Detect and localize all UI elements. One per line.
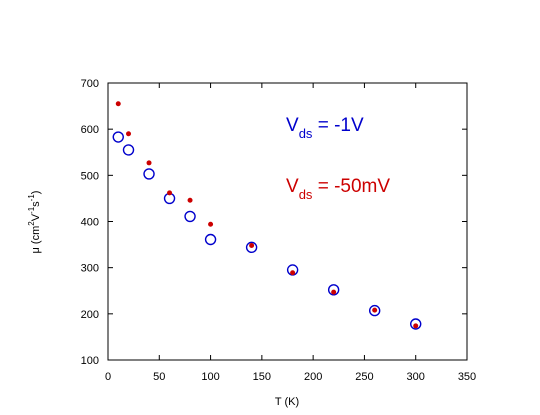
annotation-vds-50mv: Vds = -50mV <box>286 176 390 202</box>
axis-ticks <box>107 82 468 361</box>
point-vds-1v <box>204 233 217 246</box>
y-label-prefix: μ (cm <box>30 226 42 254</box>
point-vds-1v <box>184 210 196 223</box>
x-tick-label-300: 300 <box>407 371 425 383</box>
annotation-1-main: V <box>286 115 299 136</box>
annotation-2-text: = -50mV <box>312 176 390 197</box>
point-vds-50mv <box>290 270 296 276</box>
tick-labels: 0 50 100 150 200 250 300 350 100 200 300 400 500 600 7… <box>81 78 477 383</box>
series-vds-1v <box>112 131 422 330</box>
y-tick-label-700: 700 <box>81 78 99 90</box>
y-tick-label-300: 300 <box>81 263 99 275</box>
y-label-suffix: ) <box>30 191 42 195</box>
point-vds-50mv <box>146 160 152 166</box>
x-tick-label-0: 0 <box>105 371 111 383</box>
y-tick-label-100: 100 <box>81 355 99 367</box>
annotation-1-sub: ds <box>299 126 313 141</box>
y-axis-label: μ (cm2V-1s-1) <box>27 191 42 254</box>
x-tick-label-250: 250 <box>355 371 373 383</box>
x-tick-label-100: 100 <box>201 371 219 383</box>
annotation-vds-1v: Vds = -1V <box>286 115 364 141</box>
annotation-2-main: V <box>286 176 299 197</box>
point-vds-1v <box>368 304 381 317</box>
point-vds-1v <box>410 318 422 330</box>
x-tick-label-200: 200 <box>304 371 322 383</box>
y-label-mid2: s <box>30 201 42 207</box>
point-vds-50mv <box>115 101 121 107</box>
point-vds-1v <box>327 284 340 296</box>
point-vds-50mv <box>208 221 214 227</box>
series-vds-50mv <box>115 101 419 329</box>
x-tick-label-150: 150 <box>253 371 271 383</box>
x-tick-label-350: 350 <box>458 371 476 383</box>
point-vds-1v <box>245 241 258 254</box>
y-tick-label-500: 500 <box>81 170 99 182</box>
point-vds-1v <box>122 144 135 156</box>
point-vds-50mv <box>187 197 193 203</box>
x-axis-label: T (K) <box>275 396 299 408</box>
y-label-mid1: V <box>30 213 42 221</box>
point-vds-1v <box>143 168 155 180</box>
y-tick-label-400: 400 <box>81 217 99 229</box>
point-vds-50mv <box>167 190 173 196</box>
annotation-1-text: = -1V <box>312 115 364 136</box>
point-vds-50mv <box>413 323 419 329</box>
y-tick-label-600: 600 <box>81 124 99 136</box>
y-tick-label-200: 200 <box>81 309 99 321</box>
y-label-sup3: -1 <box>27 194 36 202</box>
y-label-sup2: -1 <box>27 206 36 214</box>
annotation-2-sub: ds <box>299 187 313 202</box>
point-vds-1v <box>112 131 124 143</box>
point-vds-50mv <box>249 243 255 249</box>
point-vds-50mv <box>372 307 378 313</box>
x-tick-label-50: 50 <box>153 371 165 383</box>
y-label-sup1: 2 <box>27 221 36 226</box>
point-vds-50mv <box>126 131 132 137</box>
point-vds-50mv <box>331 289 337 295</box>
